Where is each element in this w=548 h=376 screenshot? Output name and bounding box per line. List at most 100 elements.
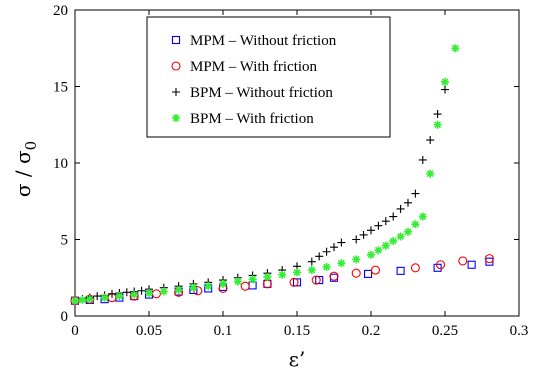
x-tick-label: 0.3 (510, 323, 529, 339)
data-point (219, 279, 227, 288)
y-tick-label: 15 (53, 80, 68, 96)
y-axis-label-subscript: 0 (22, 141, 40, 151)
legend-box (146, 16, 391, 138)
data-point (292, 278, 302, 287)
data-point (337, 238, 346, 247)
series-3 (71, 44, 460, 305)
y-axis-label-main: σ / σ (11, 150, 35, 197)
data-point (263, 272, 272, 281)
data-point (71, 296, 79, 305)
data-point (426, 169, 435, 178)
y-axis-label: σ / σ0 (11, 141, 40, 197)
legend-marker (171, 35, 181, 45)
y-tick-label: 5 (61, 233, 69, 249)
data-point (411, 189, 420, 198)
data-point (396, 266, 405, 275)
data-point (189, 283, 198, 292)
data-point (322, 263, 331, 272)
data-point (359, 230, 368, 239)
y-tick-label: 0 (61, 309, 69, 325)
data-point (389, 237, 398, 246)
data-point (311, 275, 321, 285)
data-point (315, 252, 324, 261)
data-point (381, 217, 390, 226)
x-tick-label: 0 (71, 323, 79, 339)
legend-item-2: BPM – Without friction (172, 85, 333, 101)
data-point (381, 241, 390, 250)
data-point (159, 287, 168, 296)
data-point (396, 232, 405, 241)
data-point (433, 110, 442, 119)
data-point (100, 293, 109, 302)
data-point (307, 266, 316, 275)
data-point (329, 271, 339, 281)
legend-marker (172, 114, 180, 122)
data-point (278, 270, 287, 279)
data-point (240, 281, 250, 291)
legend-label: BPM – With friction (190, 111, 314, 127)
data-point (441, 77, 449, 86)
data-point (248, 275, 257, 284)
data-point (108, 289, 116, 298)
x-tick-label: 0.25 (432, 323, 458, 339)
data-point (410, 263, 420, 273)
data-point (289, 277, 299, 287)
data-point (370, 265, 380, 275)
data-point (374, 221, 383, 230)
legend-item-1: MPM – With friction (171, 59, 318, 75)
data-point (174, 285, 183, 294)
data-point (352, 255, 361, 264)
data-point (451, 44, 460, 53)
data-point (293, 268, 301, 277)
data-point (404, 198, 412, 207)
data-point (458, 256, 468, 266)
x-tick-label: 0.1 (214, 323, 233, 339)
data-point (307, 257, 316, 266)
data-point (130, 290, 139, 299)
x-axis-ticks: 0 0.05 0.1 0.15 0.2 0.25 0.3 (71, 10, 528, 339)
data-point (404, 227, 412, 236)
data-point (93, 292, 102, 301)
data-point (467, 260, 476, 269)
data-point (137, 286, 146, 295)
data-point (418, 212, 427, 221)
svg-text:σ / σ0: σ / σ0 (11, 141, 40, 197)
data-point (411, 220, 420, 229)
data-point (367, 250, 375, 259)
data-point (441, 85, 449, 94)
data-point (351, 268, 361, 278)
data-point (396, 204, 405, 213)
legend-marker (172, 88, 180, 96)
data-point (363, 269, 373, 278)
data-point (433, 263, 442, 272)
data-point (433, 120, 442, 129)
x-tick-label: 0.05 (136, 323, 162, 339)
data-point (315, 275, 324, 285)
x-tick-label: 0.2 (362, 323, 381, 339)
legend-item-3: BPM – With friction (172, 111, 314, 127)
legend-item-0: MPM – Without friction (171, 33, 337, 49)
data-point (78, 295, 87, 304)
data-point (352, 235, 361, 244)
legend-marker (171, 61, 181, 71)
data-point (322, 247, 331, 256)
data-point (330, 243, 338, 252)
data-point (418, 155, 427, 164)
legend-label: MPM – With friction (190, 59, 318, 75)
data-point (337, 259, 346, 268)
legend: MPM – Without friction MPM – With frictio… (146, 16, 391, 138)
data-point (115, 292, 124, 301)
data-point (389, 212, 398, 221)
data-point (204, 282, 213, 291)
y-tick-label: 20 (53, 3, 68, 19)
legend-label: MPM – Without friction (190, 33, 337, 49)
data-point (145, 289, 153, 298)
data-point (85, 295, 94, 304)
data-point (485, 257, 494, 266)
data-point (233, 277, 242, 286)
data-point (484, 254, 494, 264)
series-2 (71, 85, 449, 305)
data-marks (70, 44, 494, 306)
data-point (122, 288, 131, 297)
